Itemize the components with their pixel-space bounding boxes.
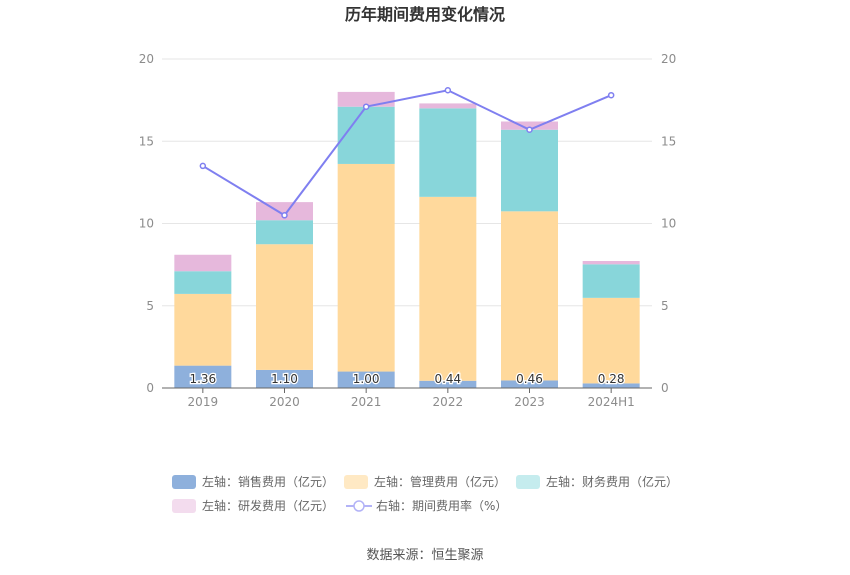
chart-title: 历年期间费用变化情况	[345, 5, 505, 24]
data-label: 0.44	[434, 372, 461, 386]
bar-segment	[582, 297, 640, 384]
rate-point	[362, 103, 370, 110]
bar-segment	[174, 254, 232, 272]
right-tick-label: 15	[661, 134, 676, 148]
data-label: 1.10	[271, 372, 298, 386]
rate-point	[526, 126, 533, 133]
rate-line	[202, 89, 612, 217]
left-tick-label: 10	[139, 217, 154, 231]
bar-segment	[501, 380, 558, 388]
x-tick-label: 2023	[514, 395, 545, 409]
bar-segment	[501, 121, 558, 130]
legend-label: 左轴：销售费用（亿元）	[202, 474, 334, 489]
bar-segment	[337, 163, 395, 372]
x-tick-label: 2024H1	[588, 395, 635, 409]
bar-segment	[256, 369, 313, 388]
legend-swatch	[344, 475, 368, 489]
data-label: 1.36	[189, 372, 216, 386]
rate-point	[199, 162, 207, 170]
rate-point	[444, 87, 452, 94]
x-axis-ticks: 2019 2020 2021 2022 2023 2024H1	[188, 388, 635, 409]
legend-label: 左轴：研发费用（亿元）	[202, 498, 334, 513]
bar-segment	[582, 261, 640, 265]
bar-segment	[174, 365, 232, 388]
bar-segment	[419, 103, 477, 109]
bar-segment	[174, 293, 232, 366]
legend-swatch	[516, 475, 540, 489]
right-tick-label: 5	[661, 299, 669, 313]
rate-point	[607, 91, 615, 99]
bar-segment	[419, 196, 477, 381]
legend-label: 左轴：财务费用（亿元）	[546, 474, 678, 489]
bar-segment	[582, 383, 640, 388]
legend-label: 左轴：管理费用（亿元）	[374, 474, 506, 489]
right-tick-label: 0	[661, 381, 669, 395]
left-tick-label: 0	[146, 381, 154, 395]
legend-label: 右轴：期间费用率（%）	[376, 498, 507, 513]
right-tick-label: 20	[661, 52, 676, 66]
legend-swatch	[172, 475, 196, 489]
bar-segment	[501, 129, 558, 212]
bar-segment	[419, 108, 477, 197]
source-note: 数据来源：恒生聚源	[366, 548, 483, 563]
right-axis: 0 5 10 15 20	[661, 52, 676, 395]
data-label: 0.46	[516, 372, 543, 386]
grid-lines	[162, 58, 652, 307]
x-tick-label: 2021	[351, 395, 382, 409]
data-label: 0.28	[598, 372, 625, 386]
bar-series	[174, 91, 640, 388]
legend-swatch	[172, 499, 196, 513]
line-series	[199, 87, 615, 219]
left-tick-label: 5	[146, 299, 154, 313]
bar-segment	[256, 244, 313, 370]
bar-segment	[174, 271, 232, 294]
rate-point	[281, 212, 288, 219]
left-axis: 0 5 10 15 20	[139, 52, 154, 395]
left-tick-label: 15	[139, 134, 154, 148]
left-tick-label: 20	[139, 52, 154, 66]
legend-line-marker	[353, 500, 365, 512]
x-tick-label: 2020	[269, 395, 300, 409]
data-label: 1.00	[353, 372, 380, 386]
right-tick-label: 10	[661, 217, 676, 231]
x-tick-label: 2019	[188, 395, 219, 409]
bar-segment	[501, 211, 558, 381]
bar-segment	[337, 106, 395, 164]
bar-segment	[256, 220, 313, 245]
bar-segment	[337, 371, 395, 388]
bar-segment	[419, 380, 477, 388]
legend: 左轴：销售费用（亿元） 左轴：管理费用（亿元） 左轴：财务费用（亿元） 左轴：研发费用…	[172, 474, 678, 513]
data-labels: 1.36 1.10 1.00 0.44 0.46 0.28	[188, 371, 626, 388]
x-tick-label: 2022	[433, 395, 464, 409]
bar-segment	[582, 264, 640, 298]
